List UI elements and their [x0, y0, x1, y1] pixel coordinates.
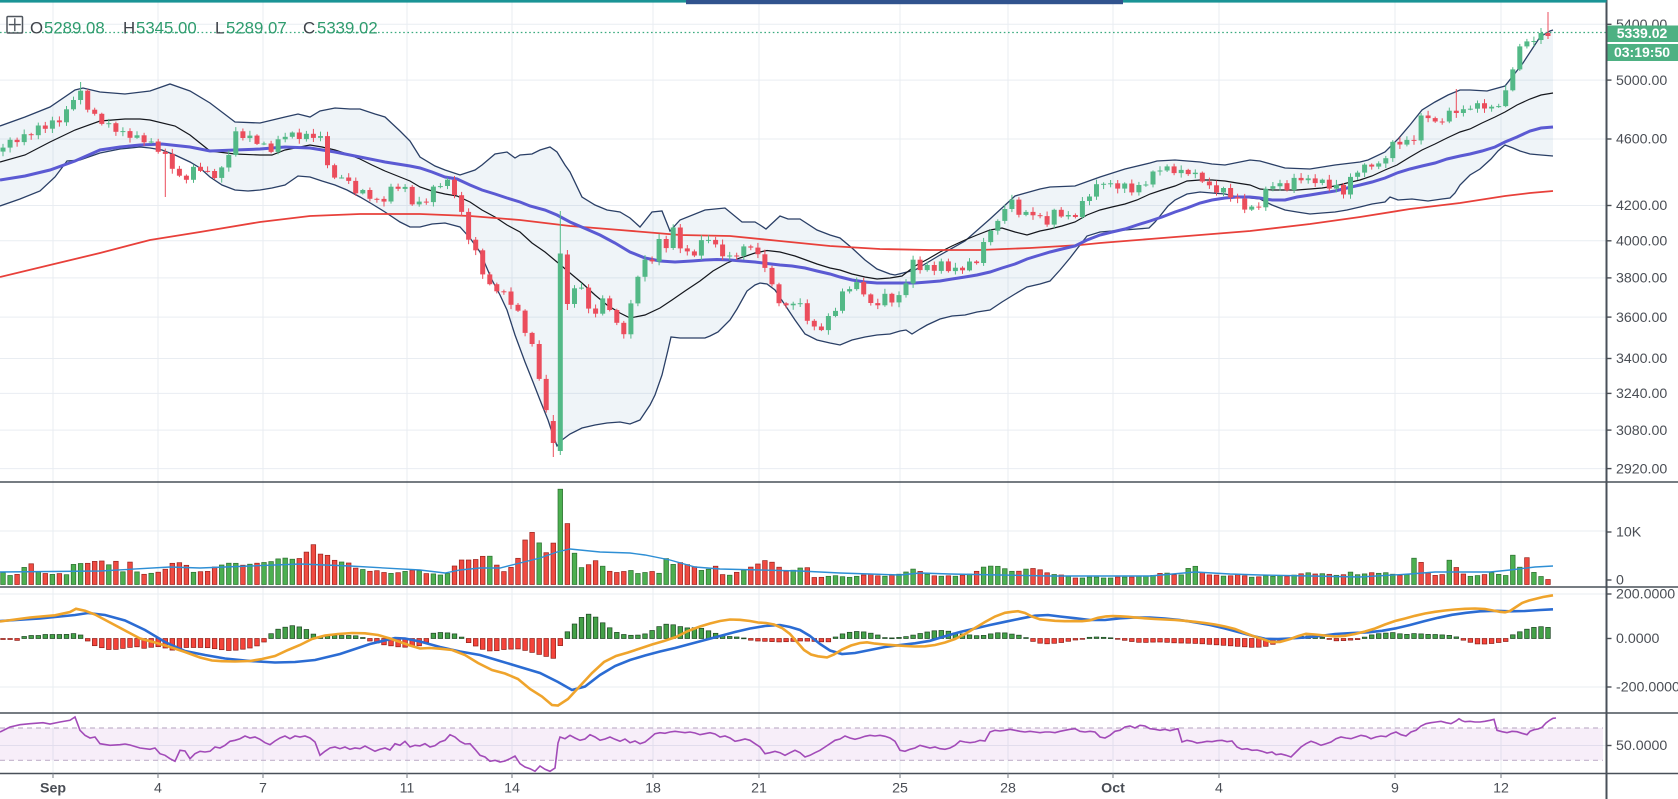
svg-text:50.0000: 50.0000 — [1616, 738, 1667, 754]
svg-text:5339.02: 5339.02 — [1617, 25, 1668, 41]
svg-text:5339.02: 5339.02 — [317, 19, 378, 38]
svg-text:5289.08: 5289.08 — [44, 19, 105, 38]
svg-text:21: 21 — [751, 781, 767, 797]
svg-text:-200.0000: -200.0000 — [1616, 680, 1678, 696]
svg-text:4200.00: 4200.00 — [1616, 198, 1667, 214]
svg-text:5345.00: 5345.00 — [136, 19, 197, 38]
svg-text:Sep: Sep — [40, 781, 66, 797]
svg-text:7: 7 — [259, 781, 267, 797]
svg-text:3240.00: 3240.00 — [1616, 386, 1667, 402]
svg-text:200.0000: 200.0000 — [1616, 587, 1675, 603]
svg-text:3600.00: 3600.00 — [1616, 310, 1667, 326]
svg-text:3080.00: 3080.00 — [1616, 423, 1667, 439]
svg-text:O: O — [30, 19, 43, 38]
svg-text:28: 28 — [1000, 781, 1016, 797]
svg-text:3800.00: 3800.00 — [1616, 271, 1667, 287]
svg-text:Oct: Oct — [1101, 781, 1125, 797]
svg-text:0: 0 — [1616, 573, 1624, 589]
svg-text:12: 12 — [1493, 781, 1509, 797]
svg-text:03:19:50: 03:19:50 — [1614, 44, 1670, 60]
svg-text:4000.00: 4000.00 — [1616, 234, 1667, 250]
svg-text:18: 18 — [645, 781, 661, 797]
svg-text:4600.00: 4600.00 — [1616, 132, 1667, 148]
svg-text:0.0000: 0.0000 — [1616, 631, 1660, 647]
svg-text:9: 9 — [1391, 781, 1399, 797]
svg-text:4: 4 — [154, 781, 162, 797]
svg-text:H: H — [123, 19, 135, 38]
svg-text:11: 11 — [400, 781, 415, 797]
svg-text:L: L — [215, 19, 224, 38]
svg-text:25: 25 — [892, 781, 908, 797]
svg-text:4: 4 — [1215, 781, 1223, 797]
svg-text:2920.00: 2920.00 — [1616, 461, 1667, 477]
svg-text:14: 14 — [504, 781, 520, 797]
svg-text:5289.07: 5289.07 — [226, 19, 287, 38]
svg-text:3400.00: 3400.00 — [1616, 351, 1667, 367]
svg-text:C: C — [303, 19, 315, 38]
svg-text:10K: 10K — [1616, 525, 1642, 541]
svg-text:5000.00: 5000.00 — [1616, 73, 1667, 89]
